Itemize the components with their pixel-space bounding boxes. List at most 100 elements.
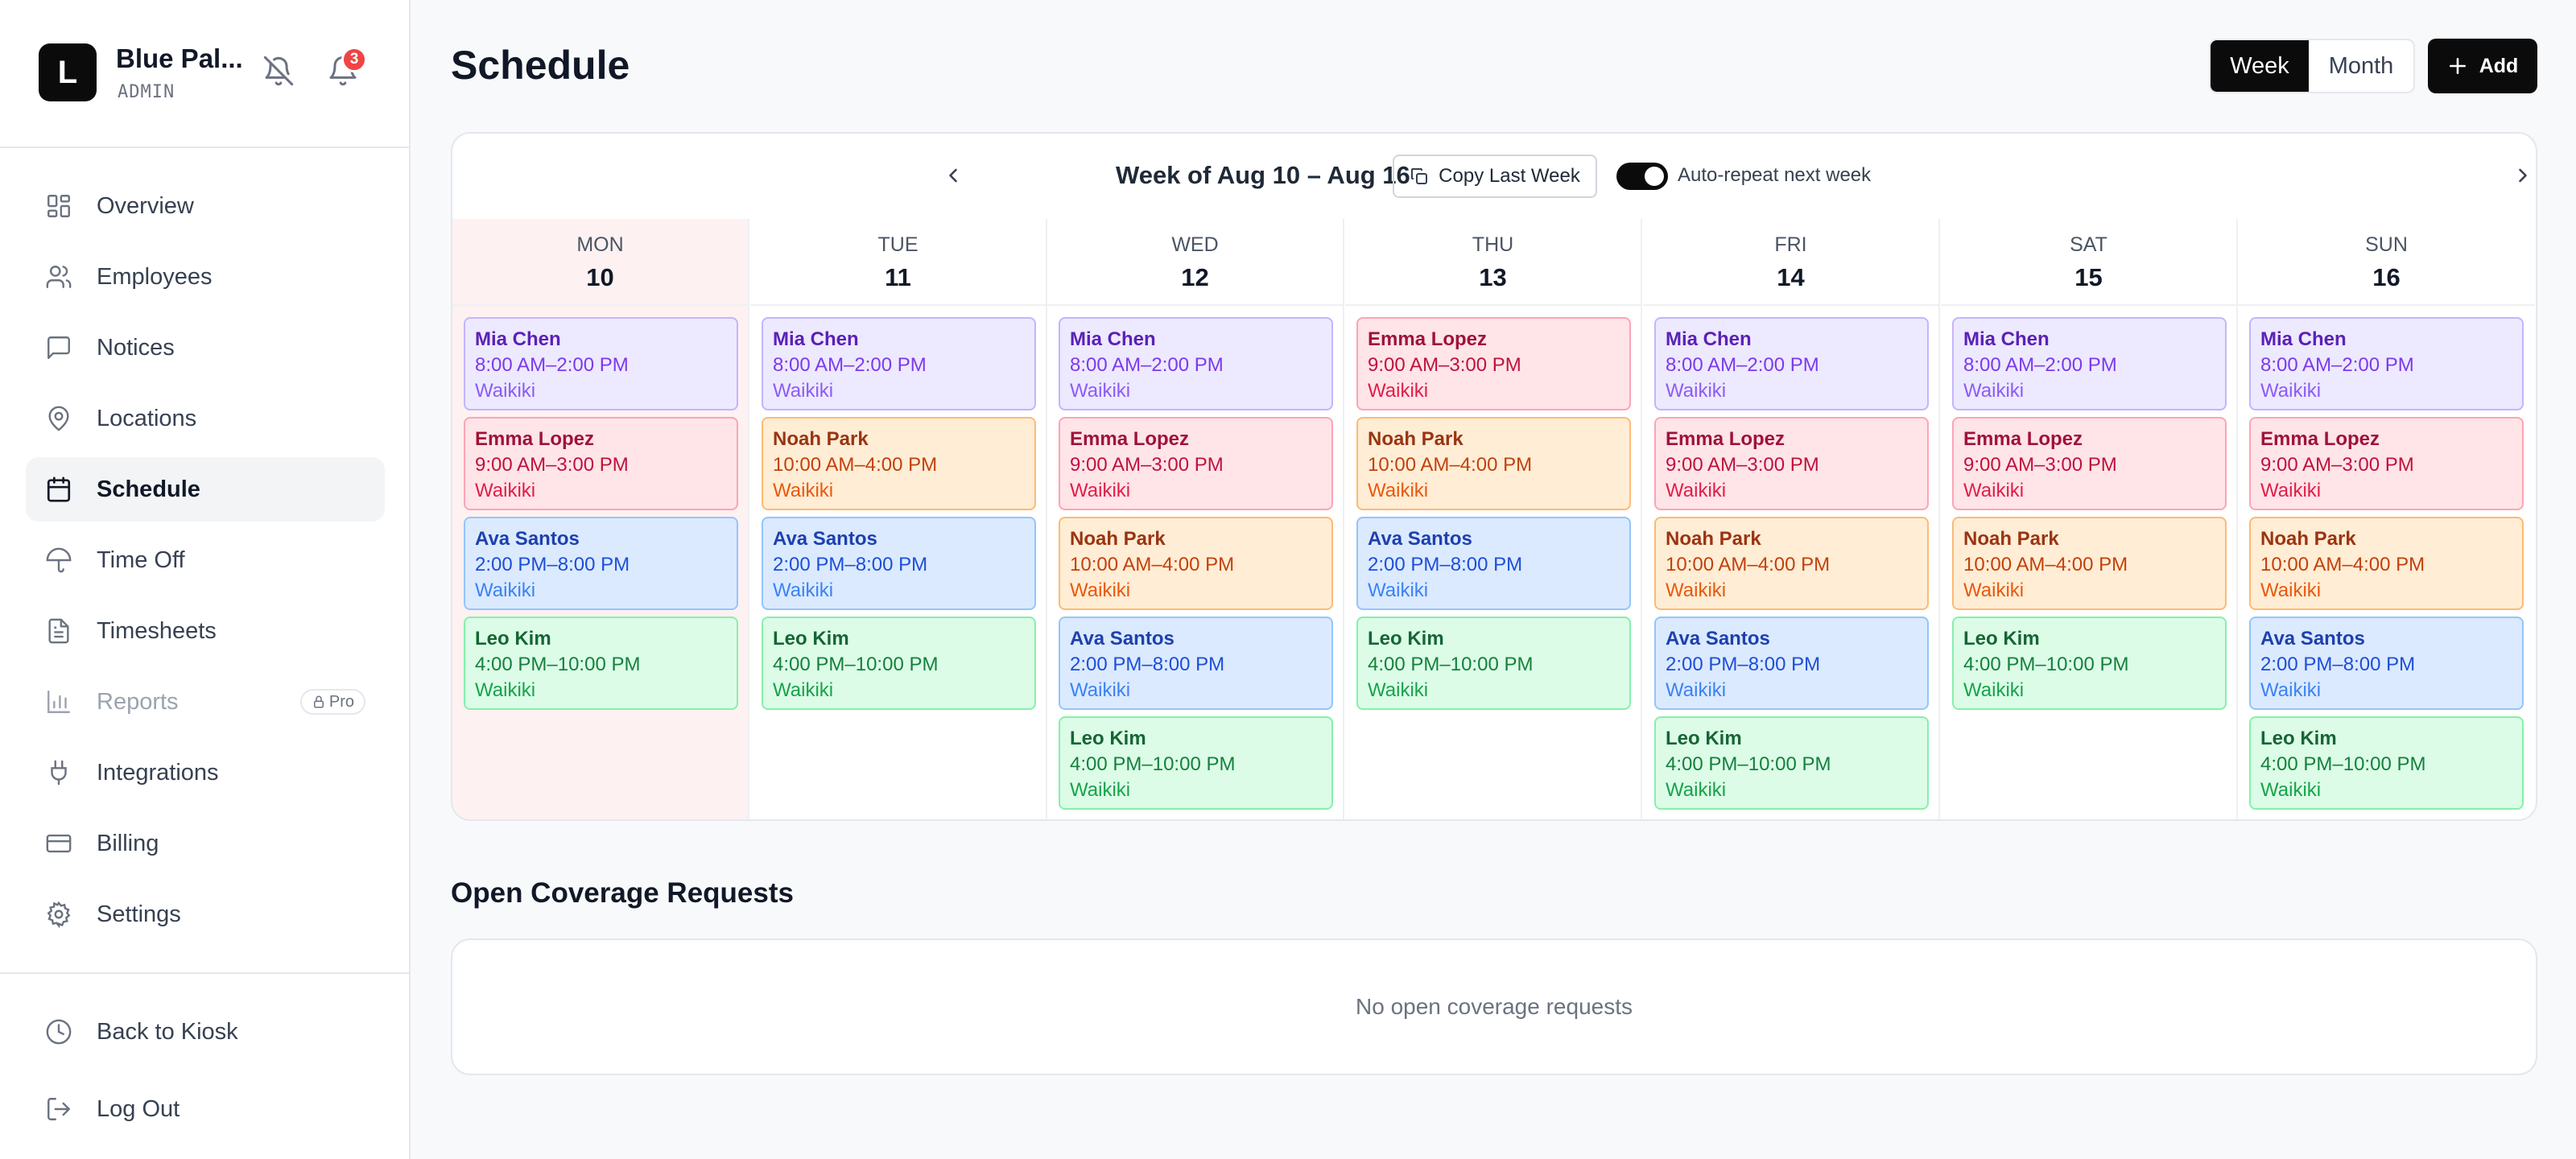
- shift-card[interactable]: Emma Lopez 9:00 AM–3:00 PM Waikiki: [1059, 417, 1333, 510]
- shift-employee-name: Leo Kim: [1666, 728, 1742, 749]
- sidebar-item-locations[interactable]: Locations: [26, 386, 385, 451]
- shift-card[interactable]: Ava Santos 2:00 PM–8:00 PM Waikiki: [762, 517, 1036, 610]
- shift-card[interactable]: Emma Lopez 9:00 AM–3:00 PM Waikiki: [1952, 417, 2227, 510]
- shift-location: Waikiki: [475, 380, 536, 402]
- day-number: 11: [885, 263, 911, 291]
- shift-card[interactable]: Noah Park 10:00 AM–4:00 PM Waikiki: [762, 417, 1036, 510]
- sidebar-item-label: Reports: [97, 688, 179, 715]
- shift-card[interactable]: Noah Park 10:00 AM–4:00 PM Waikiki: [2249, 517, 2524, 610]
- day-number: 15: [2074, 263, 2103, 291]
- shift-employee-name: Noah Park: [1666, 528, 1761, 550]
- shift-card[interactable]: Leo Kim 4:00 PM–10:00 PM Waikiki: [1952, 617, 2227, 710]
- shift-location: Waikiki: [2260, 779, 2322, 801]
- chevron-right-icon: [2519, 168, 2527, 183]
- day-name: THU: [1472, 233, 1514, 256]
- previous-week-button[interactable]: [937, 159, 969, 192]
- shift-time: 2:00 PM–8:00 PM: [1070, 654, 1225, 675]
- shift-card[interactable]: Ava Santos 2:00 PM–8:00 PM Waikiki: [1356, 517, 1631, 610]
- shift-card[interactable]: Noah Park 10:00 AM–4:00 PM Waikiki: [1356, 417, 1631, 510]
- shift-card[interactable]: Mia Chen 8:00 AM–2:00 PM Waikiki: [464, 317, 738, 410]
- shift-card[interactable]: Leo Kim 4:00 PM–10:00 PM Waikiki: [1059, 716, 1333, 810]
- shift-location: Waikiki: [1666, 580, 1727, 601]
- shift-card[interactable]: Mia Chen 8:00 AM–2:00 PM Waikiki: [1059, 317, 1333, 410]
- shift-card[interactable]: Mia Chen 8:00 AM–2:00 PM Waikiki: [1952, 317, 2227, 410]
- back-to-kiosk-button[interactable]: Back to Kiosk: [26, 1000, 385, 1064]
- auto-repeat-label: Auto-repeat next week: [1678, 164, 1872, 186]
- day-header: THU 13: [1345, 219, 1641, 306]
- shift-card[interactable]: Ava Santos 2:00 PM–8:00 PM Waikiki: [464, 517, 738, 610]
- sidebar-divider: [0, 146, 411, 148]
- shift-time: 2:00 PM–8:00 PM: [773, 554, 928, 575]
- shift-card[interactable]: Ava Santos 2:00 PM–8:00 PM Waikiki: [1059, 617, 1333, 710]
- shift-employee-name: Leo Kim: [1070, 728, 1146, 749]
- shift-card[interactable]: Mia Chen 8:00 AM–2:00 PM Waikiki: [1654, 317, 1929, 410]
- day-header: SAT 15: [1941, 219, 2236, 306]
- day-number: 10: [586, 263, 614, 291]
- copy-last-week-button[interactable]: Copy Last Week: [1393, 155, 1597, 198]
- shift-card[interactable]: Emma Lopez 9:00 AM–3:00 PM Waikiki: [1654, 417, 1929, 510]
- month-view-button[interactable]: Month: [2328, 52, 2394, 79]
- day-column-thu: THU 13 Emma Lopez 9:00 AM–3:00 PM Waikiki Noa…: [1345, 219, 1642, 819]
- shift-card[interactable]: Leo Kim 4:00 PM–10:00 PM Waikiki: [2249, 716, 2524, 810]
- shift-time: 8:00 AM–2:00 PM: [773, 354, 927, 376]
- sidebar-item-overview[interactable]: Overview: [26, 174, 385, 238]
- lock-icon: [313, 695, 324, 708]
- bell-off-icon[interactable]: [259, 52, 298, 90]
- brand-role: ADMIN: [118, 82, 175, 102]
- shift-employee-name: Mia Chen: [475, 328, 561, 350]
- brand[interactable]: L Blue Pal... ADMIN: [39, 43, 385, 103]
- shift-card[interactable]: Emma Lopez 9:00 AM–3:00 PM Waikiki: [2249, 417, 2524, 510]
- shift-employee-name: Noah Park: [1963, 528, 2059, 550]
- copy-icon: [1411, 168, 1428, 184]
- shift-card[interactable]: Noah Park 10:00 AM–4:00 PM Waikiki: [1654, 517, 1929, 610]
- shift-card[interactable]: Leo Kim 4:00 PM–10:00 PM Waikiki: [464, 617, 738, 710]
- sidebar: L Blue Pal... ADMIN 3 Overview Employees…: [0, 0, 411, 1159]
- sidebar-item-billing[interactable]: Billing: [26, 811, 385, 876]
- shift-card[interactable]: Ava Santos 2:00 PM–8:00 PM Waikiki: [1654, 617, 1929, 710]
- sidebar-item-label: Settings: [97, 901, 181, 927]
- day-header: TUE 11: [750, 219, 1046, 306]
- shift-card[interactable]: Mia Chen 8:00 AM–2:00 PM Waikiki: [2249, 317, 2524, 410]
- shift-employee-name: Emma Lopez: [1368, 328, 1488, 350]
- week-view-button[interactable]: Week: [2211, 40, 2309, 92]
- shift-card[interactable]: Noah Park 10:00 AM–4:00 PM Waikiki: [1059, 517, 1333, 610]
- sidebar-item-integrations[interactable]: Integrations: [26, 740, 385, 805]
- sidebar-item-notices[interactable]: Notices: [26, 316, 385, 380]
- add-button-label: Add: [2479, 54, 2519, 77]
- sidebar-item-settings[interactable]: Settings: [26, 882, 385, 947]
- sidebar-item-schedule[interactable]: Schedule: [26, 457, 385, 522]
- sidebar-item-timesheets[interactable]: Timesheets: [26, 599, 385, 663]
- shift-card[interactable]: Emma Lopez 9:00 AM–3:00 PM Waikiki: [1356, 317, 1631, 410]
- shift-card[interactable]: Mia Chen 8:00 AM–2:00 PM Waikiki: [762, 317, 1036, 410]
- sidebar-item-reports[interactable]: Reports Pro: [26, 670, 385, 734]
- shift-employee-name: Mia Chen: [1963, 328, 2050, 350]
- shift-time: 10:00 AM–4:00 PM: [1666, 554, 1831, 575]
- week-navigation: Week of Aug 10 – Aug 16 Copy Last Week A…: [452, 134, 2536, 219]
- page-title: Schedule: [451, 43, 630, 88]
- umbrella-icon: [46, 547, 72, 573]
- sidebar-item-label: Integrations: [97, 759, 219, 786]
- day-name: WED: [1171, 233, 1219, 256]
- log-out-button[interactable]: Log Out: [26, 1077, 385, 1141]
- shift-location: Waikiki: [2260, 679, 2322, 701]
- day-column-tue: TUE 11 Mia Chen 8:00 AM–2:00 PM Waikiki Noah …: [750, 219, 1047, 819]
- week-label: Week of Aug 10 – Aug 16: [1116, 161, 1410, 189]
- shift-location: Waikiki: [773, 480, 834, 501]
- shift-location: Waikiki: [475, 480, 536, 501]
- shift-card[interactable]: Ava Santos 2:00 PM–8:00 PM Waikiki: [2249, 617, 2524, 710]
- sidebar-item-time-off[interactable]: Time Off: [26, 528, 385, 592]
- shift-card[interactable]: Emma Lopez 9:00 AM–3:00 PM Waikiki: [464, 417, 738, 510]
- next-week-button[interactable]: [2507, 159, 2536, 192]
- sidebar-item-employees[interactable]: Employees: [26, 245, 385, 309]
- day-name: TUE: [877, 233, 919, 256]
- shift-card[interactable]: Leo Kim 4:00 PM–10:00 PM Waikiki: [1356, 617, 1631, 710]
- shift-card[interactable]: Noah Park 10:00 AM–4:00 PM Waikiki: [1952, 517, 2227, 610]
- shift-card[interactable]: Leo Kim 4:00 PM–10:00 PM Waikiki: [1654, 716, 1929, 810]
- shift-time: 2:00 PM–8:00 PM: [2260, 654, 2416, 675]
- brand-logo: L: [39, 43, 97, 101]
- day-number: 14: [1777, 263, 1805, 291]
- shift-card[interactable]: Leo Kim 4:00 PM–10:00 PM Waikiki: [762, 617, 1036, 710]
- add-button[interactable]: Add: [2428, 39, 2537, 93]
- auto-repeat-toggle[interactable]: [1616, 163, 1668, 190]
- shift-time: 2:00 PM–8:00 PM: [1666, 654, 1821, 675]
